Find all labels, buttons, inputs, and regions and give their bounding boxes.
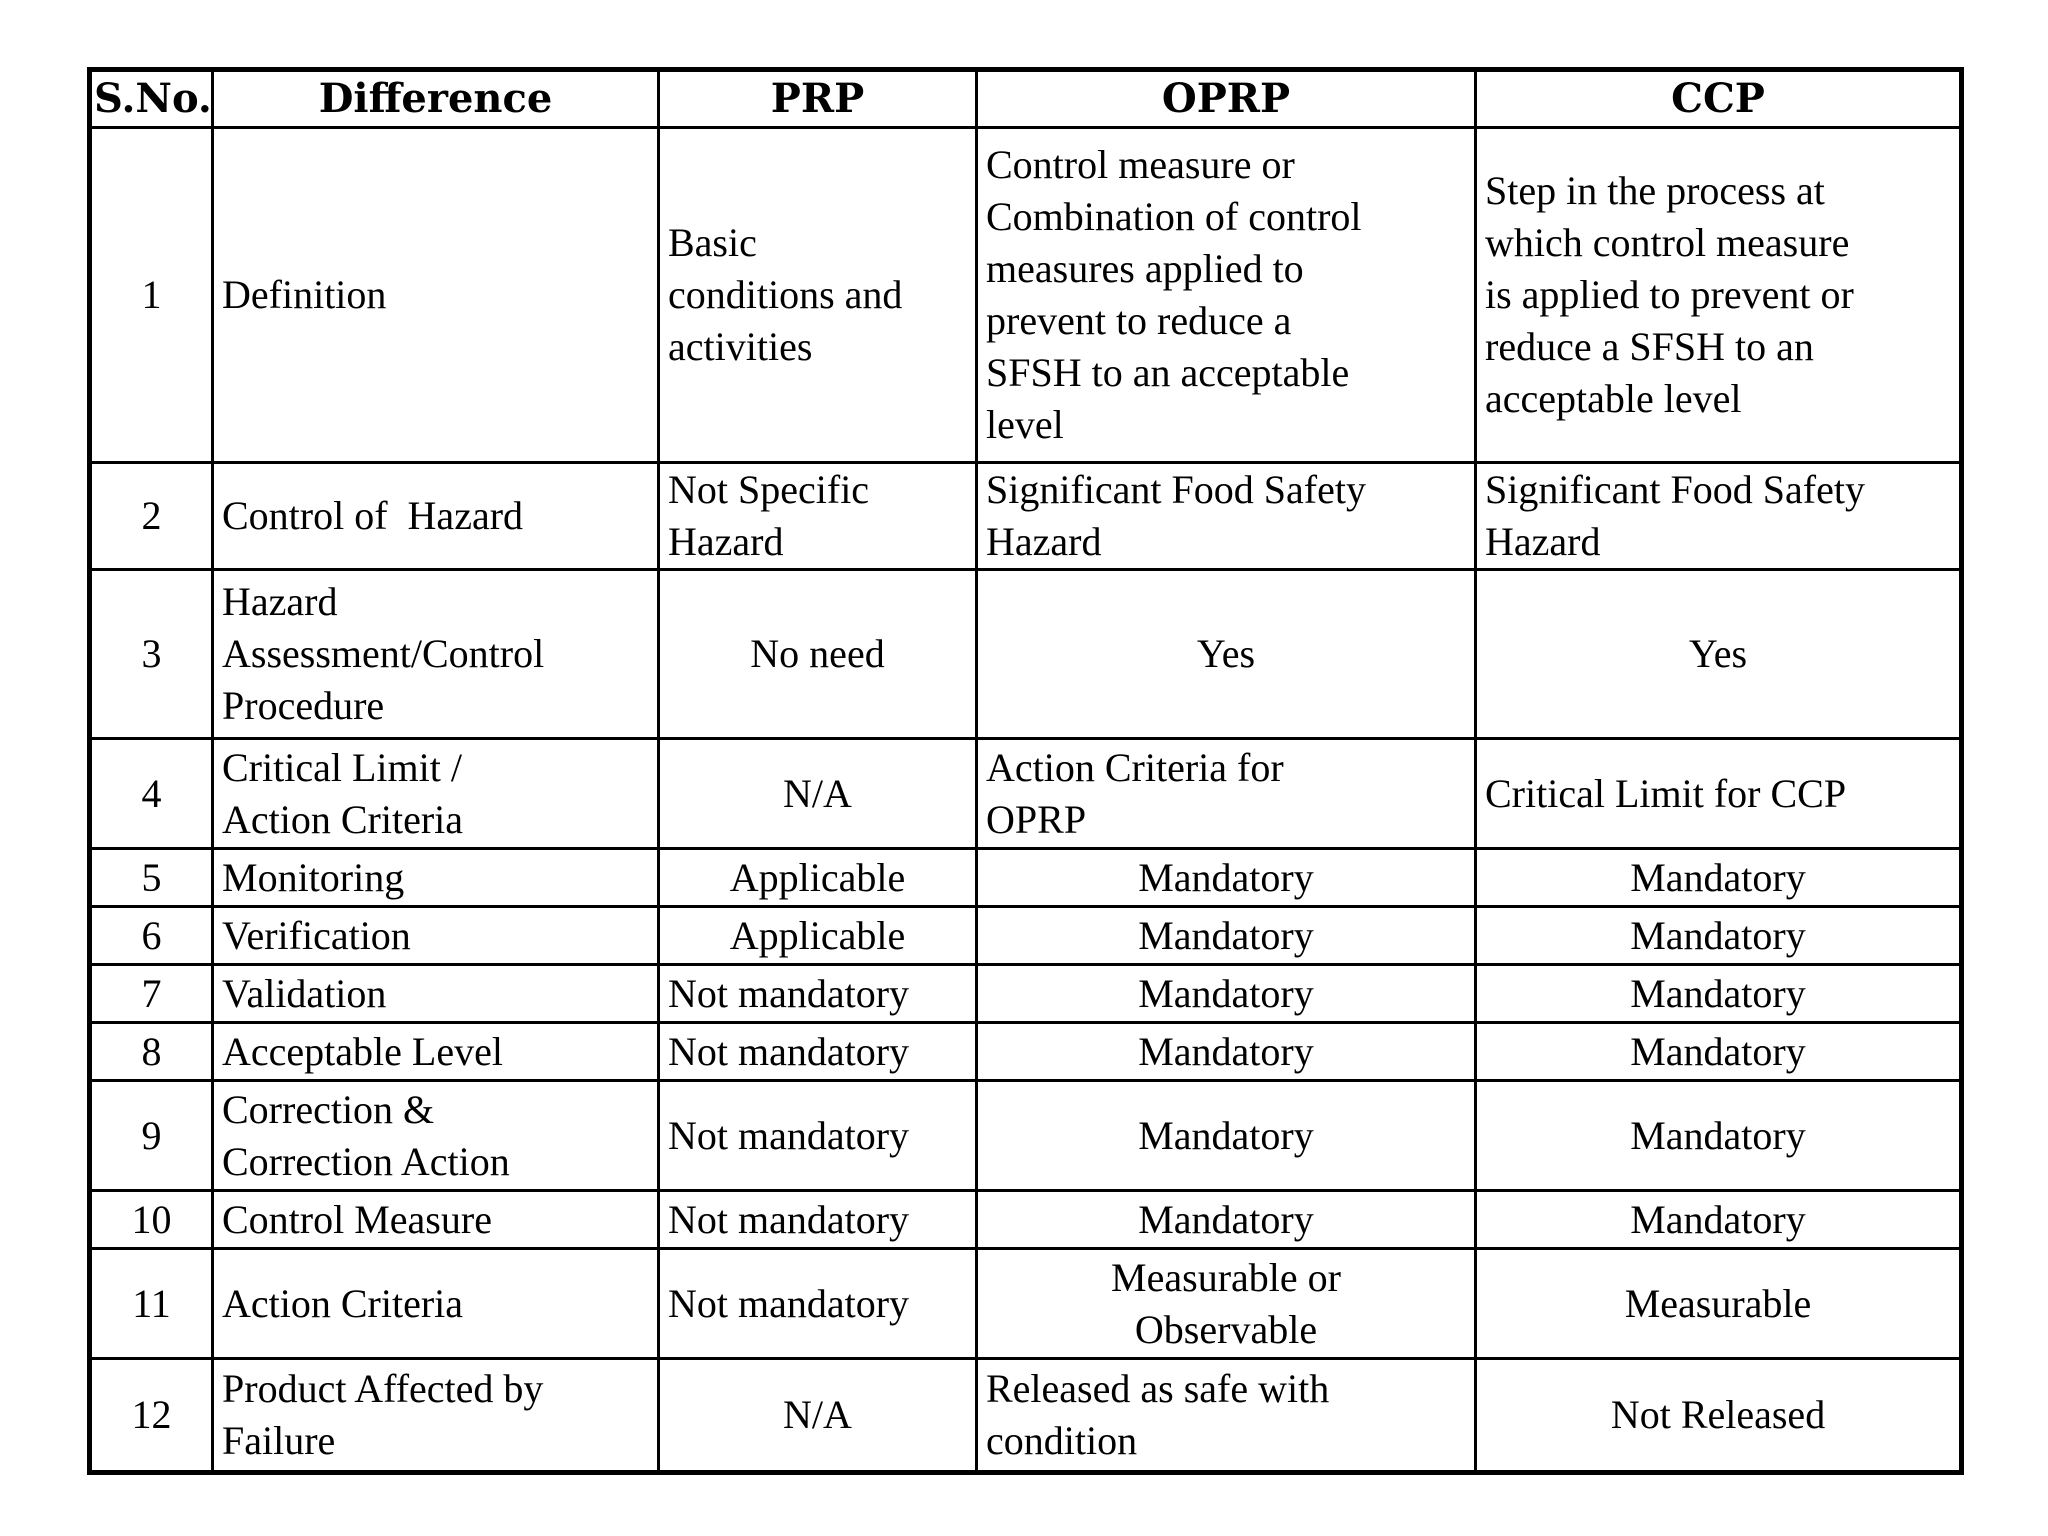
cell-r4-difference: Critical Limit / Action Criteria [211,737,660,850]
prp-oprp-ccp-comparison-table: S.No. Difference PRP OPRP CCP 1 Definiti… [87,67,1964,1475]
header-row: S.No. Difference PRP OPRP CCP [88,68,1963,129]
cell-r11-ccp: Measurable [1474,1247,1963,1360]
table-row: 9 Correction & Correction Action Not man… [88,1079,1963,1192]
table-row: 6 Verification Applicable Mandatory Mand… [88,905,1963,966]
cell-r7-sno: 7 [88,963,214,1024]
cell-r2-sno: 2 [88,461,214,571]
column-header-difference: Difference [211,68,660,129]
table-row: 5 Monitoring Applicable Mandatory Mandat… [88,847,1963,908]
cell-r10-ccp: Mandatory [1474,1189,1963,1250]
cell-r7-oprp: Mandatory [975,963,1477,1024]
cell-r6-ccp: Mandatory [1474,905,1963,966]
cell-r8-sno: 8 [88,1021,214,1082]
cell-r11-sno: 11 [88,1247,214,1360]
cell-r11-oprp: Measurable or Observable [975,1247,1477,1360]
cell-r8-ccp: Mandatory [1474,1021,1963,1082]
cell-r2-ccp: Significant Food Safety Hazard [1474,461,1963,571]
cell-r10-oprp: Mandatory [975,1189,1477,1250]
cell-r1-difference: Definition [211,126,660,464]
cell-r6-difference: Verification [211,905,660,966]
table-row: 3 Hazard Assessment/Control Procedure No… [88,568,1963,740]
table-row: 7 Validation Not mandatory Mandatory Man… [88,963,1963,1024]
cell-r8-difference: Acceptable Level [211,1021,660,1082]
cell-r1-sno: 1 [88,126,214,464]
cell-r1-ccp: Step in the process at which control mea… [1474,126,1963,464]
cell-r4-prp: N/A [657,737,978,850]
cell-r6-oprp: Mandatory [975,905,1477,966]
table-row: 2 Control of Hazard Not Specific Hazard … [88,461,1963,571]
column-header-sno: S.No. [88,68,214,129]
cell-r4-oprp: Action Criteria for OPRP [975,737,1477,850]
cell-r12-oprp: Released as safe with condition [975,1357,1477,1474]
cell-r5-ccp: Mandatory [1474,847,1963,908]
cell-r11-prp: Not mandatory [657,1247,978,1360]
cell-r6-sno: 6 [88,905,214,966]
cell-r9-oprp: Mandatory [975,1079,1477,1192]
cell-r7-ccp: Mandatory [1474,963,1963,1024]
table-row: 1 Definition Basic conditions and activi… [88,126,1963,464]
column-header-prp: PRP [657,68,978,129]
table-row: 8 Acceptable Level Not mandatory Mandato… [88,1021,1963,1082]
cell-r3-prp: No need [657,568,978,740]
cell-r2-difference: Control of Hazard [211,461,660,571]
cell-r4-ccp: Critical Limit for CCP [1474,737,1963,850]
cell-r7-prp: Not mandatory [657,963,978,1024]
column-header-oprp: OPRP [975,68,1477,129]
cell-r12-sno: 12 [88,1357,214,1474]
cell-r5-difference: Monitoring [211,847,660,908]
cell-r9-prp: Not mandatory [657,1079,978,1192]
cell-r10-difference: Control Measure [211,1189,660,1250]
cell-r8-oprp: Mandatory [975,1021,1477,1082]
cell-r9-difference: Correction & Correction Action [211,1079,660,1192]
cell-r1-prp: Basic conditions and activities [657,126,978,464]
cell-r10-prp: Not mandatory [657,1189,978,1250]
cell-r3-sno: 3 [88,568,214,740]
cell-r5-prp: Applicable [657,847,978,908]
cell-r6-prp: Applicable [657,905,978,966]
cell-r12-ccp: Not Released [1474,1357,1963,1474]
cell-r10-sno: 10 [88,1189,214,1250]
table-row: 11 Action Criteria Not mandatory Measura… [88,1247,1963,1360]
cell-r8-prp: Not mandatory [657,1021,978,1082]
cell-r9-sno: 9 [88,1079,214,1192]
cell-r3-difference: Hazard Assessment/Control Procedure [211,568,660,740]
table-row: 4 Critical Limit / Action Criteria N/A A… [88,737,1963,850]
cell-r9-ccp: Mandatory [1474,1079,1963,1192]
table-row: 10 Control Measure Not mandatory Mandato… [88,1189,1963,1250]
cell-r7-difference: Validation [211,963,660,1024]
table-row: 12 Product Affected by Failure N/A Relea… [88,1357,1963,1474]
cell-r3-ccp: Yes [1474,568,1963,740]
cell-r4-sno: 4 [88,737,214,850]
cell-r12-prp: N/A [657,1357,978,1474]
cell-r2-oprp: Significant Food Safety Hazard [975,461,1477,571]
cell-r5-sno: 5 [88,847,214,908]
cell-r2-prp: Not Specific Hazard [657,461,978,571]
cell-r12-difference: Product Affected by Failure [211,1357,660,1474]
column-header-ccp: CCP [1474,68,1963,129]
cell-r1-oprp: Control measure or Combination of contro… [975,126,1477,464]
cell-r3-oprp: Yes [975,568,1477,740]
cell-r5-oprp: Mandatory [975,847,1477,908]
cell-r11-difference: Action Criteria [211,1247,660,1360]
